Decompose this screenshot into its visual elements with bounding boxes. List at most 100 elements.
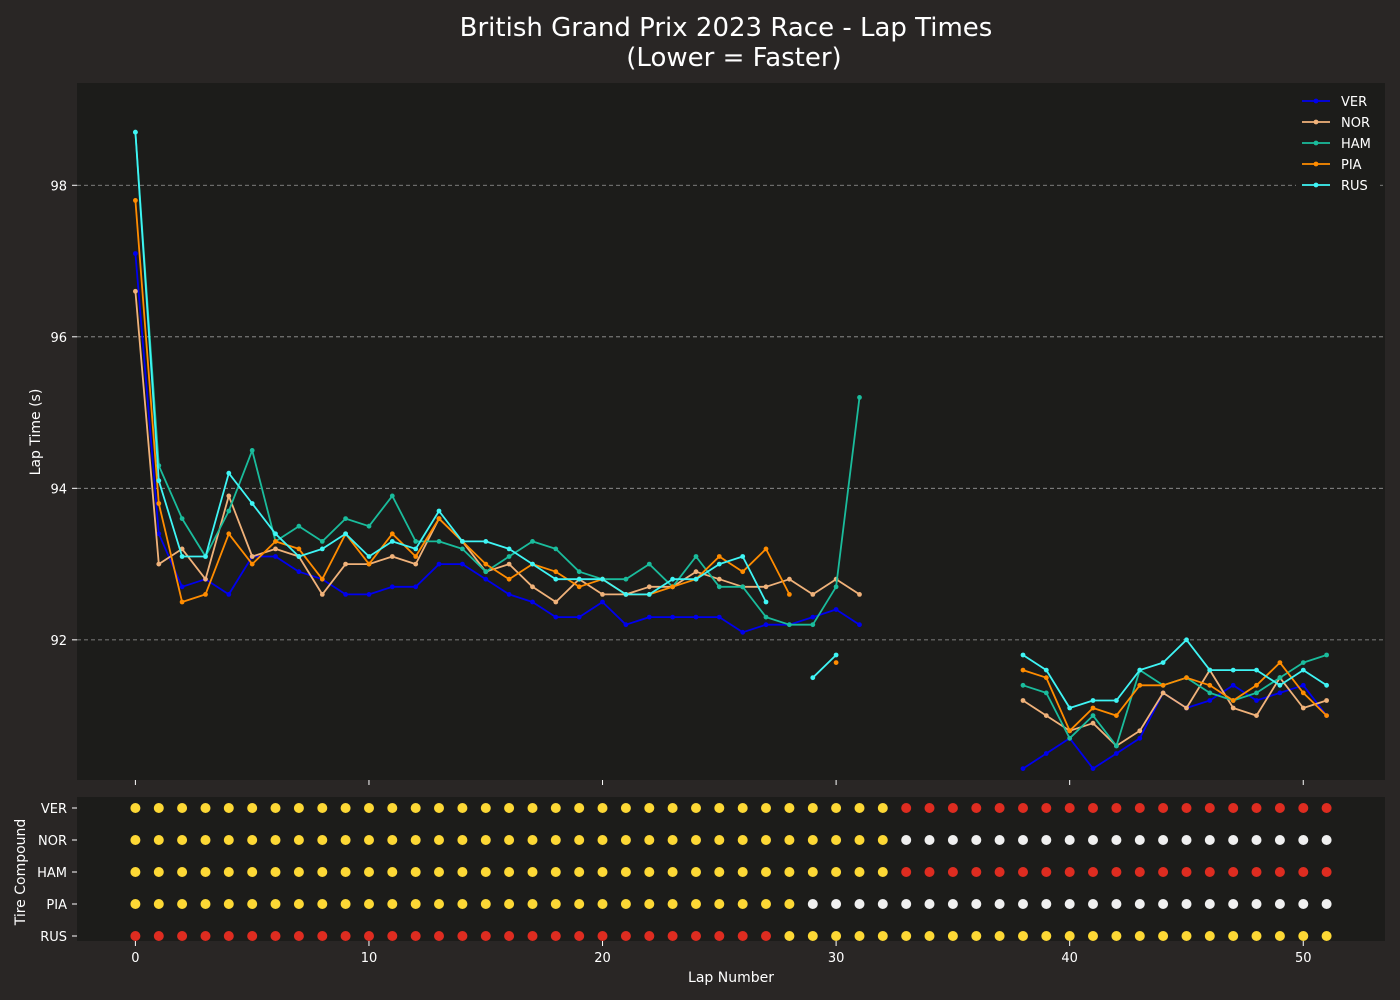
data-point-ham bbox=[553, 546, 559, 552]
tire-dot-ham bbox=[1158, 867, 1169, 877]
data-point-nor bbox=[203, 576, 208, 582]
tire-dot-nor bbox=[644, 835, 655, 845]
tire-dot-nor bbox=[574, 835, 585, 845]
data-point-pia bbox=[1090, 705, 1096, 711]
tire-dot-nor bbox=[807, 835, 818, 845]
tire-dot-pia bbox=[1041, 899, 1052, 909]
data-point-nor bbox=[133, 288, 138, 294]
data-point-ver bbox=[833, 607, 839, 612]
tire-dot-ham bbox=[971, 867, 982, 877]
tire-dot-pia bbox=[340, 899, 351, 909]
data-point-ver bbox=[460, 561, 465, 567]
tire-dot-nor bbox=[901, 835, 912, 845]
data-point-rus bbox=[1324, 682, 1329, 688]
tire-dot-rus bbox=[691, 931, 701, 941]
main-gridlines bbox=[77, 184, 1385, 641]
tire-dot-ham bbox=[480, 867, 491, 877]
data-point-nor bbox=[1090, 720, 1096, 726]
legend-label-nor: NOR bbox=[1341, 116, 1370, 131]
data-point-ham bbox=[1043, 690, 1049, 696]
data-point-pia bbox=[670, 584, 675, 590]
data-point-pia bbox=[740, 569, 746, 575]
tire-dot-pia bbox=[1298, 899, 1309, 909]
data-point-ver bbox=[506, 592, 512, 597]
data-point-pia bbox=[1184, 675, 1189, 681]
tire-dot-rus bbox=[457, 931, 468, 941]
tire-dot-rus bbox=[200, 931, 211, 941]
tire-dot-pia bbox=[831, 899, 842, 909]
data-point-pia bbox=[319, 576, 325, 582]
data-point-ver bbox=[600, 599, 605, 605]
tire-dot-ham bbox=[574, 867, 585, 877]
x-axis-ticks: 0 10 20 30 40 50 bbox=[131, 780, 1312, 966]
data-point-rus bbox=[1254, 667, 1259, 673]
data-point-rus bbox=[366, 554, 372, 559]
data-point-nor bbox=[413, 561, 419, 567]
data-point-rus bbox=[1207, 667, 1213, 673]
tire-dot-rus bbox=[504, 931, 515, 941]
tire-dot-nor bbox=[737, 835, 748, 845]
data-point-ver bbox=[343, 592, 348, 597]
y-axis-label: Lap Time (s) bbox=[28, 389, 44, 476]
chart-subtitle: (Lower = Faster) bbox=[626, 43, 841, 73]
data-point-ver bbox=[623, 622, 629, 628]
tire-dot-ham bbox=[1088, 867, 1098, 877]
data-point-nor bbox=[1300, 705, 1306, 711]
data-point-pia bbox=[787, 592, 792, 597]
tire-dot-ham bbox=[667, 867, 678, 877]
data-point-rus bbox=[716, 561, 722, 567]
tire-dot-rus bbox=[597, 931, 608, 941]
tire-dot-ver bbox=[714, 803, 725, 813]
tire-dot-pia bbox=[1088, 899, 1098, 909]
series-line-pia bbox=[1022, 661, 1328, 732]
data-point-ham bbox=[530, 539, 535, 544]
data-point-pia bbox=[389, 531, 395, 537]
tire-dot-ver bbox=[784, 803, 795, 813]
tire-dot-ver bbox=[807, 803, 818, 813]
data-point-pia bbox=[179, 599, 185, 605]
data-point-ver bbox=[553, 614, 559, 620]
data-point-pia bbox=[296, 546, 302, 552]
tire-dot-ver bbox=[177, 803, 188, 813]
data-point-ver bbox=[1277, 690, 1283, 696]
data-point-rus bbox=[203, 554, 208, 559]
tire-dot-nor bbox=[1274, 835, 1285, 845]
x-tick-label: 10 bbox=[361, 951, 378, 966]
tire-dot-nor bbox=[317, 835, 328, 845]
tire-dot-rus bbox=[971, 931, 982, 941]
tire-dot-ver bbox=[1064, 803, 1075, 813]
data-point-rus bbox=[740, 554, 746, 559]
legend-marker-rus bbox=[1313, 182, 1319, 188]
data-point-nor bbox=[600, 592, 605, 597]
data-point-ver bbox=[857, 622, 862, 628]
data-point-ham bbox=[296, 523, 302, 529]
tire-dot-ver bbox=[737, 803, 748, 813]
x-tick-label: 30 bbox=[828, 951, 845, 966]
driver-tick-label-rus: RUS bbox=[40, 930, 67, 945]
data-point-pia bbox=[1160, 682, 1166, 688]
tire-dot-ver bbox=[620, 803, 631, 813]
tire-dot-nor bbox=[177, 835, 188, 845]
tire-dot-rus bbox=[1158, 931, 1169, 941]
legend-box bbox=[1296, 88, 1380, 196]
tire-dot-ham bbox=[737, 867, 748, 877]
tire-dot-nor bbox=[293, 835, 304, 845]
data-point-pia bbox=[1300, 690, 1306, 696]
data-point-rus bbox=[670, 576, 675, 582]
tire-dot-pia bbox=[153, 899, 164, 909]
tire-dot-ver bbox=[1181, 803, 1192, 813]
tire-dot-ver bbox=[387, 803, 398, 813]
data-point-rus bbox=[623, 592, 629, 597]
tire-dot-nor bbox=[691, 835, 701, 845]
tire-dot-ver bbox=[831, 803, 842, 813]
tire-dot-ver bbox=[761, 803, 771, 813]
data-point-ver bbox=[226, 592, 232, 597]
tire-dot-rus bbox=[807, 931, 818, 941]
tire-dot-ham bbox=[340, 867, 351, 877]
tire-dot-nor bbox=[504, 835, 515, 845]
tire-dot-pia bbox=[994, 899, 1005, 909]
tire-dot-rus bbox=[1041, 931, 1052, 941]
tire-dot-rus bbox=[1111, 931, 1122, 941]
tire-dot-ham bbox=[527, 867, 538, 877]
data-point-rus bbox=[1067, 705, 1073, 711]
